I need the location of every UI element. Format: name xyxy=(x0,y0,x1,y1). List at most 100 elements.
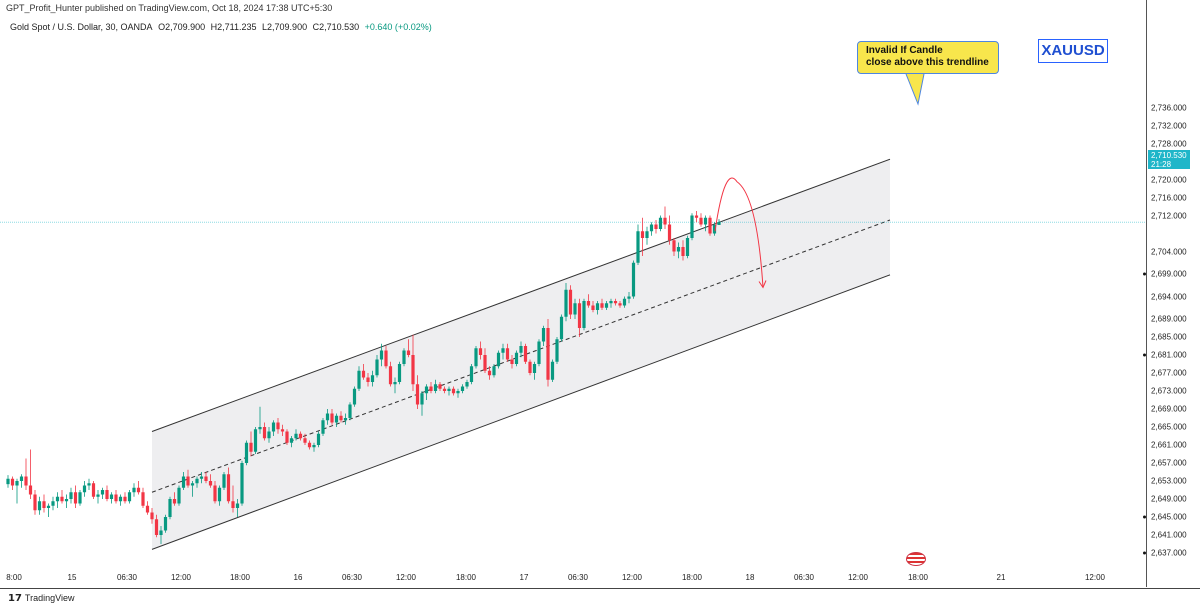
candle xyxy=(483,348,487,373)
candle-body xyxy=(312,445,316,448)
candle xyxy=(42,494,46,513)
candle xyxy=(96,490,100,504)
price-tick-label: 2,732.000 xyxy=(1151,121,1187,130)
candle xyxy=(100,487,105,499)
candle-body xyxy=(217,487,222,502)
candle xyxy=(231,485,235,513)
candle xyxy=(708,215,712,236)
candle-body xyxy=(609,301,613,304)
candle-body xyxy=(681,247,685,256)
candle-body xyxy=(96,494,100,497)
candle xyxy=(622,296,627,308)
candle xyxy=(267,427,271,443)
candle xyxy=(226,467,231,504)
candle xyxy=(559,314,564,342)
time-tick-label: 21 xyxy=(996,573,1006,582)
candle xyxy=(222,472,226,490)
candle-body xyxy=(415,384,420,405)
candle-body xyxy=(577,303,582,328)
candle xyxy=(465,379,469,389)
candle-body xyxy=(649,224,654,232)
candle-body xyxy=(667,224,672,241)
candle xyxy=(433,379,438,394)
candle-body xyxy=(199,476,204,479)
time-axis[interactable]: 8:00 15 06:30 12:00 18:00 16 06:30 12:00 18:00 17… xyxy=(0,568,1146,588)
ohlc-close: C2,710.530 xyxy=(312,22,360,32)
tradingview-logo[interactable]: 𝟭𝟳 TradingView xyxy=(8,593,74,604)
ohlc-change: +0.640 (+0.02%) xyxy=(364,22,432,32)
candle xyxy=(316,431,321,448)
candle-body xyxy=(190,483,195,486)
candle xyxy=(208,474,213,488)
time-tick-label: 18:00 xyxy=(229,573,251,582)
candle xyxy=(456,388,460,398)
candle-body xyxy=(280,429,285,432)
candle-body xyxy=(564,289,568,317)
price-axis[interactable]: 2,736.0002,732.0002,728.0002,724.0002,72… xyxy=(1143,0,1200,587)
candle-body xyxy=(411,355,415,385)
candle-body xyxy=(42,501,46,508)
candle xyxy=(663,206,667,229)
candle-body xyxy=(559,316,564,340)
price-tick-label: 2,704.000 xyxy=(1151,247,1187,256)
candle-body xyxy=(582,301,586,328)
price-chart[interactable] xyxy=(0,0,1146,568)
candle xyxy=(640,217,645,256)
candle xyxy=(249,431,253,457)
candle-body xyxy=(109,494,114,499)
price-tick-label: 2,685.000 xyxy=(1151,332,1187,342)
price-tick-label: 2,665.000 xyxy=(1151,422,1187,432)
price-tick-label: 2,699.000 xyxy=(1151,269,1187,279)
candle xyxy=(690,213,694,241)
candle-body xyxy=(51,501,55,506)
candle xyxy=(289,436,294,448)
price-axis-dot xyxy=(1143,515,1146,519)
candle-body xyxy=(60,496,64,502)
candle xyxy=(136,481,141,495)
time-tick-label: 16 xyxy=(293,573,303,582)
candle-body xyxy=(154,519,159,535)
time-tick-label: 8:00 xyxy=(6,573,22,582)
ohlc-low: L2,709.900 xyxy=(262,22,308,32)
time-tick-label: 12:00 xyxy=(395,573,417,582)
candle xyxy=(204,472,208,484)
candle xyxy=(609,298,613,308)
candle-body xyxy=(100,490,105,495)
candle xyxy=(348,402,352,421)
candle xyxy=(330,409,334,425)
candle xyxy=(244,440,249,466)
candle-body xyxy=(717,222,721,225)
candle-body xyxy=(249,442,253,452)
us-flag-icon[interactable] xyxy=(906,552,926,566)
candle xyxy=(123,492,127,504)
candle-body xyxy=(186,476,190,486)
candle-body xyxy=(303,438,307,443)
candle-body xyxy=(676,247,681,252)
price-tick-label: 2,653.000 xyxy=(1151,476,1187,486)
candle-body xyxy=(132,487,136,493)
candle-body xyxy=(267,431,271,439)
candle-body xyxy=(546,328,550,380)
candle xyxy=(51,496,55,511)
candle-body xyxy=(478,348,483,355)
candle xyxy=(190,481,195,497)
candle xyxy=(357,366,361,391)
candle-body xyxy=(361,370,366,378)
current-price-countdown: 21:28 xyxy=(1151,160,1172,169)
candle xyxy=(717,219,721,225)
candle-body xyxy=(289,438,294,443)
candle xyxy=(109,492,114,504)
candle xyxy=(429,382,433,394)
candle xyxy=(60,490,64,504)
candle xyxy=(582,298,586,331)
current-price-label: 2,710.530 21:28 xyxy=(1148,150,1190,169)
price-tick-label: 2,645.000 xyxy=(1151,512,1187,522)
candle xyxy=(654,220,658,234)
candle-body xyxy=(316,433,321,445)
candle-body xyxy=(613,301,618,304)
candle-body xyxy=(654,224,658,229)
candle-body xyxy=(451,388,456,394)
time-tick-label: 06:30 xyxy=(341,573,363,582)
candle-body xyxy=(519,346,523,353)
candle-body xyxy=(262,427,267,439)
